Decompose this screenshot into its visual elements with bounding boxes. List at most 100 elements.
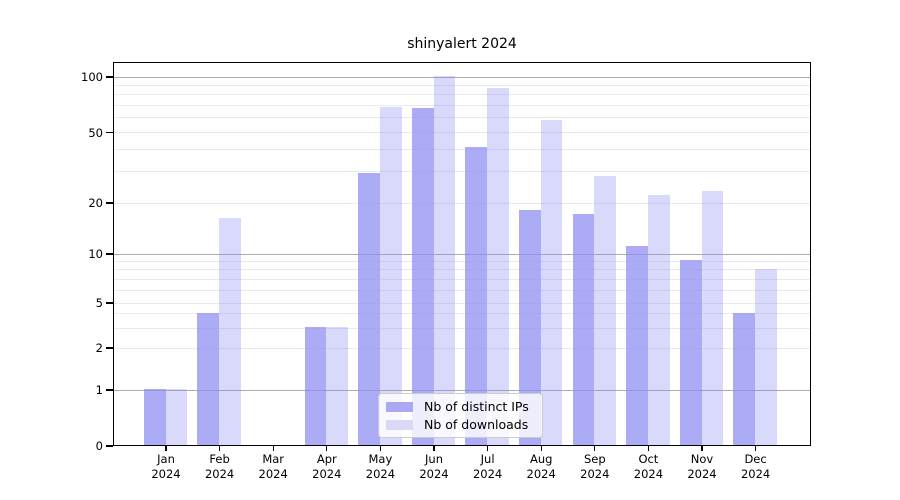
bar-downloads-aug bbox=[540, 119, 563, 445]
gridline-y-30 bbox=[114, 171, 810, 173]
legend-label-distinct-ips: Nb of distinct IPs bbox=[424, 399, 529, 414]
x-tick-month: Dec bbox=[744, 452, 767, 466]
bar-distinct-ips-sep bbox=[572, 213, 595, 445]
x-tick-mark-mar bbox=[272, 446, 274, 451]
bar-downloads-feb bbox=[219, 218, 241, 445]
bar-downloads-jun bbox=[433, 76, 456, 445]
y-tick-label-5: 5 bbox=[95, 296, 103, 310]
bar-downloads-jan bbox=[165, 389, 188, 445]
bar-downloads-jul bbox=[487, 88, 509, 445]
x-tick-mark-feb bbox=[218, 446, 221, 451]
gridline-y-4 bbox=[114, 313, 810, 315]
x-tick-label-aug: Aug 2024 bbox=[509, 452, 573, 482]
x-tick-month: Nov bbox=[690, 452, 714, 466]
bar-downloads-nov bbox=[701, 191, 724, 445]
x-tick-mark-jun bbox=[433, 446, 435, 451]
y-tick-label-100: 100 bbox=[81, 70, 103, 84]
y-tick-mark-2 bbox=[106, 347, 113, 349]
bar-distinct-ips-feb bbox=[197, 312, 220, 445]
bar-downloads-sep bbox=[594, 176, 617, 445]
y-tick-label-20: 20 bbox=[88, 196, 103, 210]
x-tick-label-dec: Dec 2024 bbox=[724, 452, 788, 482]
x-tick-month: Apr bbox=[316, 452, 337, 466]
y-tick-mark-0 bbox=[106, 445, 113, 447]
gridline-y-80 bbox=[114, 94, 810, 96]
y-tick-mark-10 bbox=[106, 253, 113, 255]
x-tick-label-jan: Jan 2024 bbox=[134, 452, 198, 482]
bar-distinct-ips-oct bbox=[626, 246, 648, 445]
bar-distinct-ips-may bbox=[358, 173, 380, 445]
bar-downloads-apr bbox=[326, 327, 349, 445]
x-tick-mark-jul bbox=[486, 446, 489, 451]
legend-label-downloads: Nb of downloads bbox=[424, 417, 529, 432]
x-tick-year: 2024 bbox=[580, 467, 610, 481]
legend-swatch-distinct-ips bbox=[386, 401, 413, 412]
y-tick-mark-5 bbox=[106, 302, 113, 304]
y-tick-mark-50 bbox=[106, 131, 113, 134]
bar-distinct-ips-apr bbox=[304, 327, 327, 445]
bar-downloads-dec bbox=[755, 268, 777, 445]
x-tick-mark-apr bbox=[326, 446, 328, 451]
y-tick-label-10: 10 bbox=[88, 247, 103, 261]
x-tick-mark-aug bbox=[540, 446, 542, 451]
x-tick-label-oct: Oct 2024 bbox=[616, 452, 680, 482]
x-tick-year: 2024 bbox=[365, 467, 396, 481]
gridline-y-40 bbox=[114, 149, 810, 151]
x-tick-mark-oct bbox=[647, 446, 650, 451]
x-tick-year: 2024 bbox=[312, 467, 342, 481]
x-tick-year: 2024 bbox=[526, 467, 556, 481]
x-tick-label-jun: Jun 2024 bbox=[402, 452, 466, 482]
x-tick-year: 2024 bbox=[258, 467, 288, 481]
y-tick-mark-100 bbox=[106, 76, 113, 78]
gridline-y-1 bbox=[114, 389, 810, 391]
legend-item-distinct-ips: Nb of distinct IPs bbox=[386, 399, 535, 414]
legend-item-downloads: Nb of downloads bbox=[386, 417, 535, 432]
x-tick-year: 2024 bbox=[687, 467, 717, 481]
bar-distinct-ips-nov bbox=[679, 260, 702, 445]
x-tick-year: 2024 bbox=[472, 467, 503, 481]
y-tick-mark-20 bbox=[106, 202, 113, 204]
gridline-y-8 bbox=[114, 269, 810, 271]
gridline-y-3 bbox=[114, 327, 810, 329]
gridline-y-50 bbox=[114, 132, 810, 133]
gridline-y-90 bbox=[114, 84, 810, 86]
x-tick-mark-jan bbox=[165, 446, 167, 451]
x-tick-label-jul: Jul 2024 bbox=[456, 452, 520, 482]
chart-title: shinyalert 2024 bbox=[407, 36, 517, 52]
x-tick-mark-dec bbox=[754, 446, 757, 451]
gridline-y-10 bbox=[114, 253, 810, 255]
gridline-y-5 bbox=[114, 302, 810, 304]
y-tick-label-1: 1 bbox=[95, 383, 103, 397]
gridline-y-6 bbox=[114, 289, 810, 291]
x-tick-mark-nov bbox=[701, 446, 703, 451]
x-tick-month: Jul bbox=[480, 452, 495, 466]
x-tick-month: Sep bbox=[583, 452, 606, 466]
bar-distinct-ips-dec bbox=[733, 312, 756, 445]
x-tick-year: 2024 bbox=[419, 467, 449, 481]
gridline-y-70 bbox=[114, 105, 810, 107]
x-tick-year: 2024 bbox=[633, 467, 664, 481]
x-tick-label-apr: Apr 2024 bbox=[295, 452, 359, 482]
x-tick-month: Oct bbox=[638, 452, 659, 466]
y-tick-label-2: 2 bbox=[95, 341, 103, 355]
bar-downloads-oct bbox=[647, 194, 670, 445]
y-tick-mark-1 bbox=[106, 389, 113, 391]
x-tick-mark-sep bbox=[594, 446, 596, 451]
x-tick-month: Mar bbox=[262, 452, 285, 466]
x-tick-month: Jan bbox=[157, 452, 175, 466]
x-tick-mark-may bbox=[379, 446, 382, 451]
gridline-y-9 bbox=[114, 260, 810, 262]
x-tick-label-feb: Feb 2024 bbox=[188, 452, 252, 482]
legend-swatch-downloads bbox=[386, 419, 413, 430]
gridline-y-100 bbox=[114, 76, 810, 78]
bar-distinct-ips-jan bbox=[143, 389, 166, 445]
gridline-y-20 bbox=[114, 202, 810, 204]
y-tick-label-50: 50 bbox=[88, 125, 103, 140]
x-tick-year: 2024 bbox=[740, 467, 771, 481]
gridline-y-7 bbox=[114, 278, 810, 280]
bar-downloads-may bbox=[379, 106, 402, 445]
x-tick-month: Aug bbox=[529, 452, 553, 466]
bar-distinct-ips-aug bbox=[518, 209, 541, 445]
x-tick-year: 2024 bbox=[151, 467, 181, 481]
